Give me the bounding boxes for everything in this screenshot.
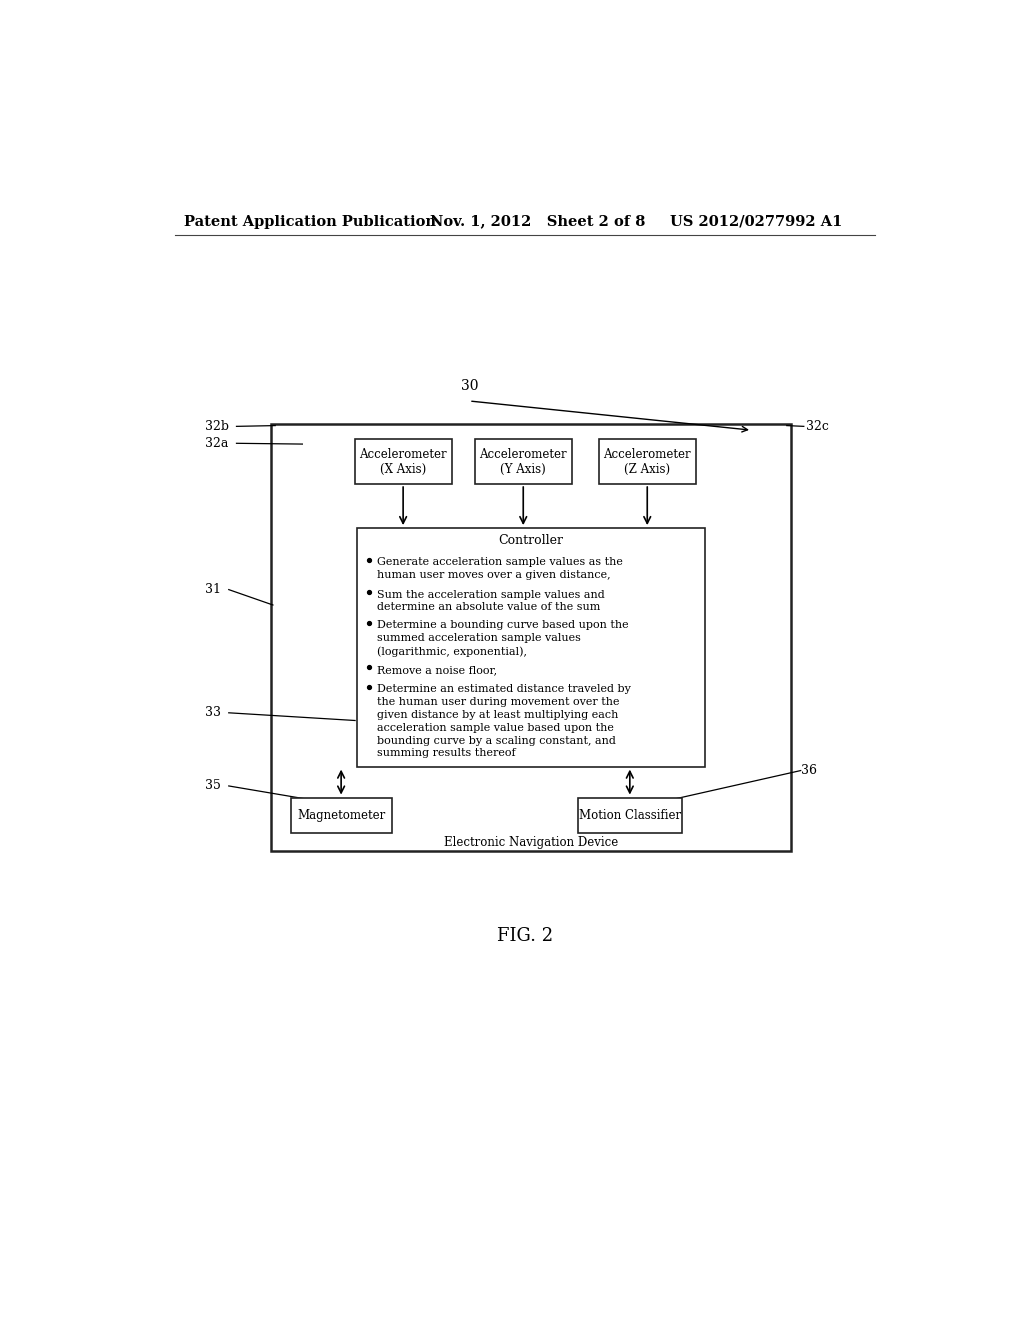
Text: 32c: 32c xyxy=(806,420,829,433)
Text: Motion Classifier: Motion Classifier xyxy=(579,809,681,822)
Text: Determine a bounding curve based upon the
summed acceleration sample values
(log: Determine a bounding curve based upon th… xyxy=(377,620,629,657)
Text: FIG. 2: FIG. 2 xyxy=(497,927,553,945)
Text: 36: 36 xyxy=(801,764,817,777)
Text: US 2012/0277992 A1: US 2012/0277992 A1 xyxy=(671,215,843,228)
Bar xyxy=(354,440,452,484)
Bar xyxy=(578,797,682,833)
Text: Accelerometer
(X Axis): Accelerometer (X Axis) xyxy=(359,447,446,475)
Bar xyxy=(599,440,695,484)
Text: Electronic Navigation Device: Electronic Navigation Device xyxy=(443,836,618,849)
Text: 32b: 32b xyxy=(206,420,229,433)
Text: 30: 30 xyxy=(461,379,479,392)
Text: Sum the acceleration sample values and
determine an absolute value of the sum: Sum the acceleration sample values and d… xyxy=(377,590,604,612)
Text: Controller: Controller xyxy=(499,533,563,546)
Text: Accelerometer
(Z Axis): Accelerometer (Z Axis) xyxy=(603,447,691,475)
Text: 35: 35 xyxy=(206,779,221,792)
Text: Remove a noise floor,: Remove a noise floor, xyxy=(377,665,497,675)
Bar xyxy=(356,528,706,767)
Bar xyxy=(475,440,571,484)
Bar xyxy=(271,424,791,851)
Bar xyxy=(291,797,391,833)
Text: 31: 31 xyxy=(206,583,221,597)
Text: 33: 33 xyxy=(206,706,221,719)
Text: Patent Application Publication: Patent Application Publication xyxy=(183,215,436,228)
Text: Accelerometer
(Y Axis): Accelerometer (Y Axis) xyxy=(479,447,567,475)
Text: Nov. 1, 2012   Sheet 2 of 8: Nov. 1, 2012 Sheet 2 of 8 xyxy=(430,215,645,228)
Text: Determine an estimated distance traveled by
the human user during movement over : Determine an estimated distance traveled… xyxy=(377,684,631,758)
Text: Magnetometer: Magnetometer xyxy=(297,809,385,822)
Text: 32a: 32a xyxy=(206,437,229,450)
Text: Generate acceleration sample values as the
human user moves over a given distanc: Generate acceleration sample values as t… xyxy=(377,557,623,579)
